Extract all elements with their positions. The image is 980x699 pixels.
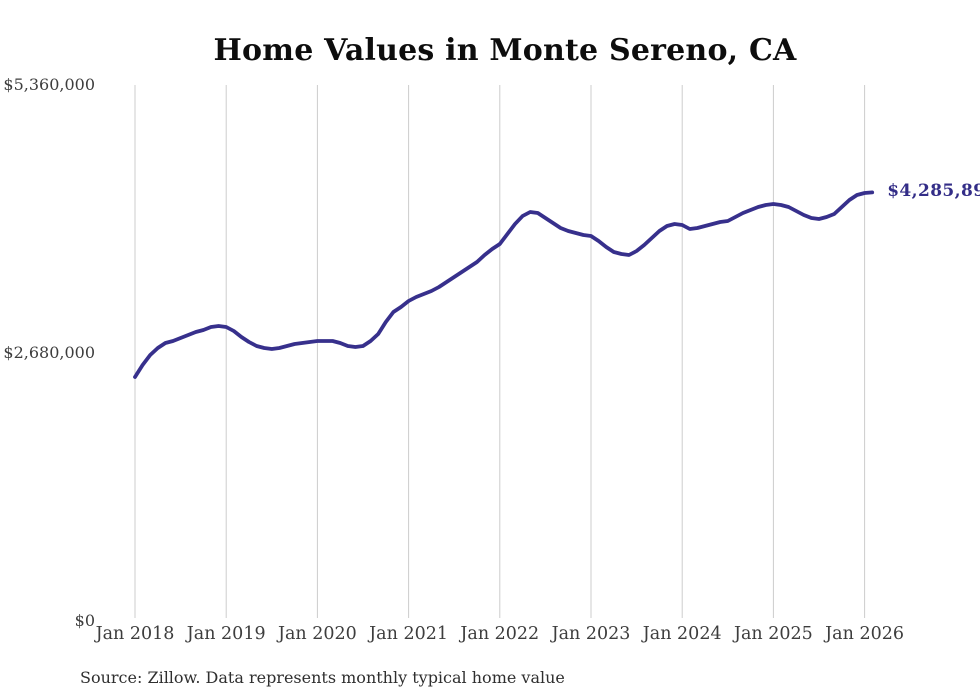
x-tick-label: Jan 2026 [825, 624, 904, 644]
chart-title: Home Values in Monte Sereno, CA [213, 33, 797, 68]
vertical-gridlines [134, 85, 866, 618]
x-tick-label: Jan 2020 [277, 624, 357, 644]
x-tick-label: Jan 2021 [369, 624, 448, 644]
source-note: Source: Zillow. Data represents monthly … [80, 668, 565, 687]
y-tick-label: $2,680,000 [3, 343, 95, 362]
x-tick-label: Jan 2019 [186, 624, 266, 644]
y-tick-label: $0 [74, 611, 95, 630]
x-tick-label: Jan 2018 [95, 624, 175, 644]
x-tick-label: Jan 2025 [733, 624, 813, 644]
x-tick-label: Jan 2023 [551, 624, 631, 644]
x-tick-label: Jan 2022 [460, 624, 540, 644]
y-tick-label: $5,360,000 [3, 75, 95, 94]
current-value-label: $4,285,897 [887, 181, 980, 202]
x-tick-label: Jan 2024 [642, 624, 722, 644]
home-value-line [133, 190, 875, 379]
